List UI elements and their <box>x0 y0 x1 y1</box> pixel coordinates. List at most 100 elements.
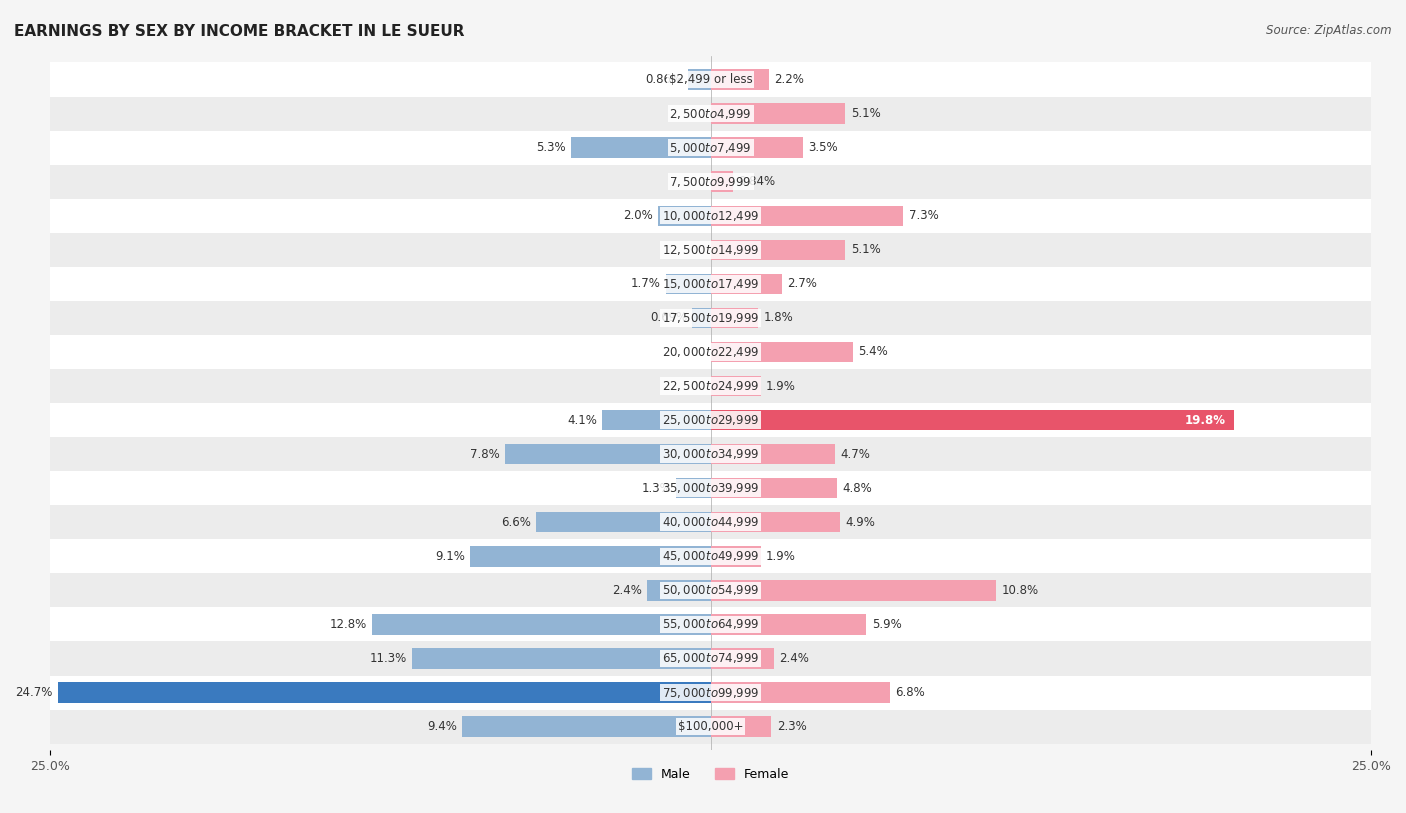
Bar <box>710 716 772 737</box>
Bar <box>505 444 710 464</box>
Text: $10,000 to $12,499: $10,000 to $12,499 <box>662 209 759 223</box>
Bar <box>51 301 1371 335</box>
Bar <box>51 505 1371 539</box>
Text: 4.8%: 4.8% <box>842 481 873 494</box>
Text: $45,000 to $49,999: $45,000 to $49,999 <box>662 550 759 563</box>
Bar <box>710 648 775 668</box>
Bar <box>710 410 1233 430</box>
Bar <box>51 335 1371 369</box>
Text: $12,500 to $14,999: $12,500 to $14,999 <box>662 243 759 257</box>
Text: $30,000 to $34,999: $30,000 to $34,999 <box>662 447 759 461</box>
Text: 5.3%: 5.3% <box>536 141 565 154</box>
Text: $65,000 to $74,999: $65,000 to $74,999 <box>662 651 759 666</box>
Text: 19.8%: 19.8% <box>1185 414 1226 427</box>
Bar <box>51 97 1371 131</box>
Bar <box>676 478 710 498</box>
Bar <box>665 274 710 294</box>
Bar <box>647 580 710 601</box>
Bar <box>51 472 1371 505</box>
Bar <box>710 546 761 567</box>
Bar <box>602 410 710 430</box>
Text: 1.8%: 1.8% <box>763 311 793 324</box>
Text: $75,000 to $99,999: $75,000 to $99,999 <box>662 685 759 699</box>
Text: 5.4%: 5.4% <box>859 346 889 359</box>
Text: $100,000+: $100,000+ <box>678 720 744 733</box>
Text: 6.6%: 6.6% <box>501 515 531 528</box>
Text: 1.7%: 1.7% <box>630 277 661 290</box>
Text: $20,000 to $22,499: $20,000 to $22,499 <box>662 345 759 359</box>
Text: $2,499 or less: $2,499 or less <box>669 73 752 86</box>
Bar <box>658 206 710 226</box>
Bar <box>51 641 1371 676</box>
Bar <box>710 240 845 260</box>
Legend: Male, Female: Male, Female <box>627 763 794 786</box>
Text: 0.84%: 0.84% <box>738 175 775 188</box>
Text: $55,000 to $64,999: $55,000 to $64,999 <box>662 617 759 632</box>
Bar <box>710 103 845 124</box>
Bar <box>688 69 710 89</box>
Text: $5,000 to $7,499: $5,000 to $7,499 <box>669 141 752 154</box>
Bar <box>51 198 1371 233</box>
Bar <box>412 648 710 668</box>
Bar <box>710 69 769 89</box>
Bar <box>710 682 890 702</box>
Text: $7,500 to $9,999: $7,500 to $9,999 <box>669 175 752 189</box>
Text: $15,000 to $17,499: $15,000 to $17,499 <box>662 277 759 291</box>
Text: 9.4%: 9.4% <box>427 720 457 733</box>
Text: $22,500 to $24,999: $22,500 to $24,999 <box>662 379 759 393</box>
Bar <box>710 274 782 294</box>
Text: 2.7%: 2.7% <box>787 277 817 290</box>
Bar <box>710 307 758 328</box>
Bar <box>51 63 1371 97</box>
Text: 12.8%: 12.8% <box>330 618 367 631</box>
Text: 2.3%: 2.3% <box>776 720 807 733</box>
Bar <box>51 573 1371 607</box>
Bar <box>373 614 710 635</box>
Bar <box>692 307 710 328</box>
Text: 1.9%: 1.9% <box>766 380 796 393</box>
Text: 2.0%: 2.0% <box>623 209 652 222</box>
Bar <box>51 403 1371 437</box>
Bar <box>463 716 710 737</box>
Bar <box>51 539 1371 573</box>
Bar <box>51 369 1371 403</box>
Bar <box>710 478 838 498</box>
Text: 7.3%: 7.3% <box>908 209 939 222</box>
Text: 10.8%: 10.8% <box>1001 584 1039 597</box>
Bar <box>536 512 710 533</box>
Bar <box>51 131 1371 165</box>
Bar <box>710 341 853 362</box>
Text: 0.69%: 0.69% <box>650 311 688 324</box>
Text: 2.2%: 2.2% <box>775 73 804 86</box>
Bar <box>51 267 1371 301</box>
Text: 4.7%: 4.7% <box>839 448 870 461</box>
Text: 5.9%: 5.9% <box>872 618 901 631</box>
Bar <box>51 233 1371 267</box>
Text: $17,500 to $19,999: $17,500 to $19,999 <box>662 311 759 325</box>
Bar <box>710 206 904 226</box>
Bar <box>710 137 803 158</box>
Text: 7.8%: 7.8% <box>470 448 499 461</box>
Bar <box>51 437 1371 472</box>
Bar <box>470 546 710 567</box>
Text: 9.1%: 9.1% <box>434 550 465 563</box>
Bar <box>710 376 761 396</box>
Bar <box>710 580 995 601</box>
Text: 0.86%: 0.86% <box>645 73 683 86</box>
Text: $50,000 to $54,999: $50,000 to $54,999 <box>662 584 759 598</box>
Bar <box>710 614 866 635</box>
Bar <box>58 682 710 702</box>
Text: 4.9%: 4.9% <box>845 515 875 528</box>
Text: 5.1%: 5.1% <box>851 107 880 120</box>
Bar <box>51 607 1371 641</box>
Bar <box>710 172 733 192</box>
Bar <box>51 676 1371 710</box>
Text: 24.7%: 24.7% <box>15 686 53 699</box>
Bar <box>710 444 835 464</box>
Text: 1.9%: 1.9% <box>766 550 796 563</box>
Text: $40,000 to $44,999: $40,000 to $44,999 <box>662 515 759 529</box>
Text: $25,000 to $29,999: $25,000 to $29,999 <box>662 413 759 427</box>
Text: 11.3%: 11.3% <box>370 652 406 665</box>
Text: 3.5%: 3.5% <box>808 141 838 154</box>
Text: $35,000 to $39,999: $35,000 to $39,999 <box>662 481 759 495</box>
